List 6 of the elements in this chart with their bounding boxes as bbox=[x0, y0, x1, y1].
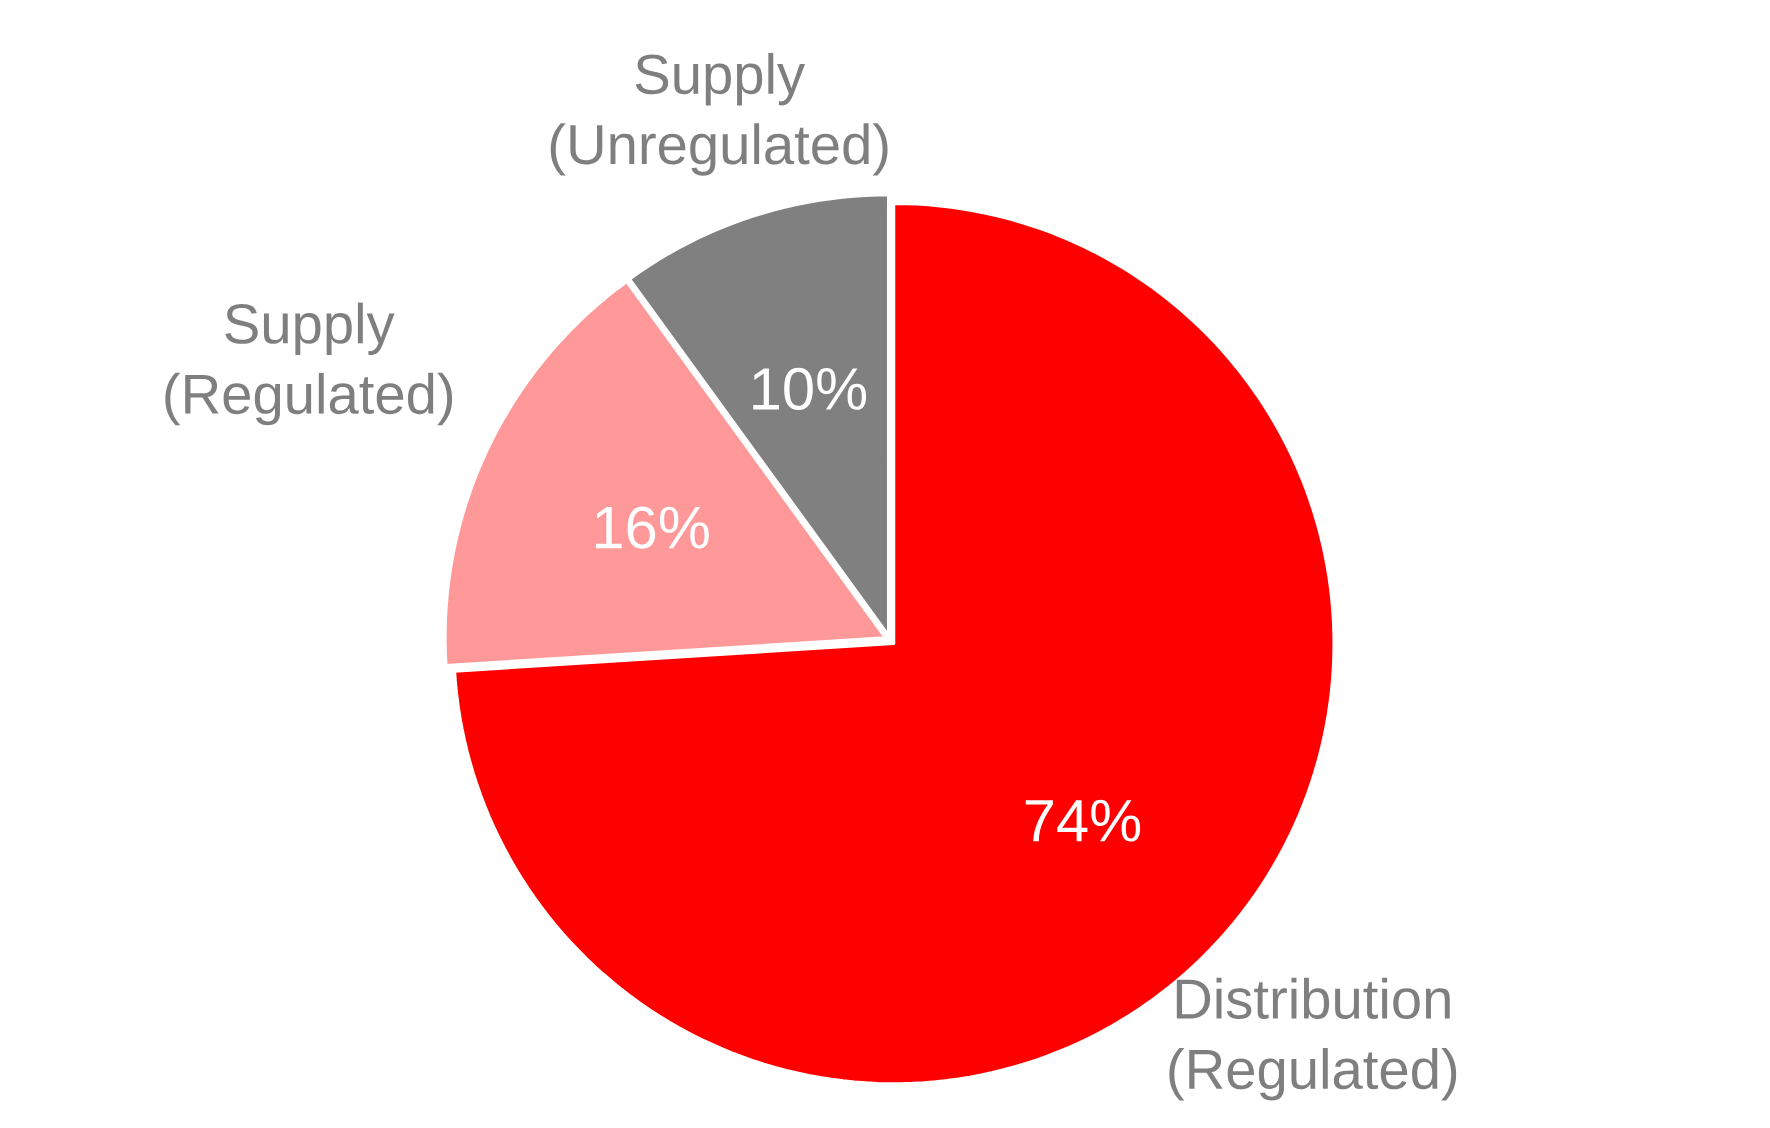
slice-label: Supply (Unregulated) bbox=[550, 52, 888, 176]
data-label: 74% bbox=[1025, 799, 1141, 842]
slice-label: Supply (Regulated) bbox=[165, 302, 453, 426]
slice-label: Distribution (Regulated) bbox=[1169, 977, 1457, 1101]
data-label: 10% bbox=[753, 367, 867, 411]
data-label: 16% bbox=[595, 506, 709, 549]
